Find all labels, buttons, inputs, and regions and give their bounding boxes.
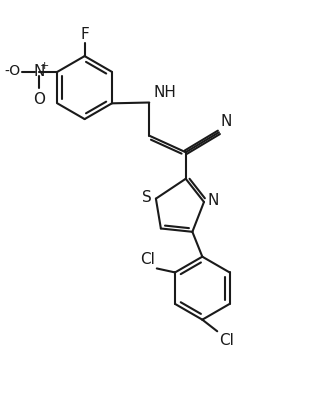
- Text: NH: NH: [153, 85, 176, 100]
- Text: N: N: [220, 114, 232, 129]
- Text: Cl: Cl: [219, 333, 234, 348]
- Text: F: F: [80, 27, 89, 42]
- Text: N: N: [34, 64, 45, 79]
- Text: N: N: [208, 193, 219, 208]
- Text: O: O: [33, 93, 45, 108]
- Text: S: S: [142, 190, 151, 205]
- Text: +: +: [40, 61, 50, 71]
- Text: Cl: Cl: [140, 252, 155, 267]
- Text: -O: -O: [4, 64, 21, 78]
